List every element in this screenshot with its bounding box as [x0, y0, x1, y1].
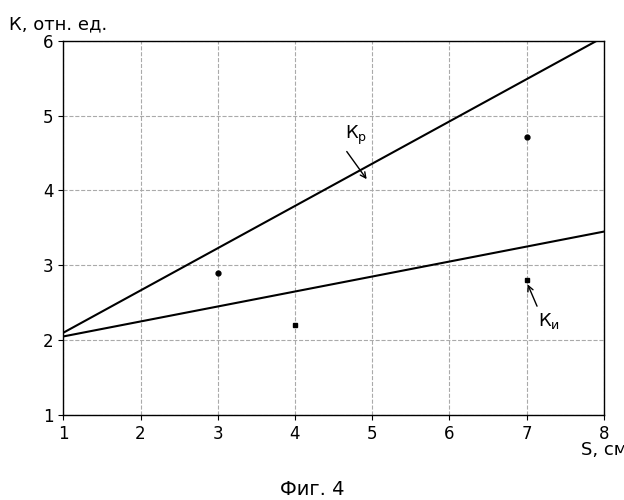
X-axis label: S, см: S, см [580, 442, 624, 460]
Text: Фиг. 4: Фиг. 4 [280, 480, 344, 499]
Text: К$_\mathregular{и}$: К$_\mathregular{и}$ [538, 311, 560, 331]
Text: К, отн. ед.: К, отн. ед. [9, 15, 107, 33]
Text: К$_\mathregular{р}$: К$_\mathregular{р}$ [345, 124, 368, 147]
